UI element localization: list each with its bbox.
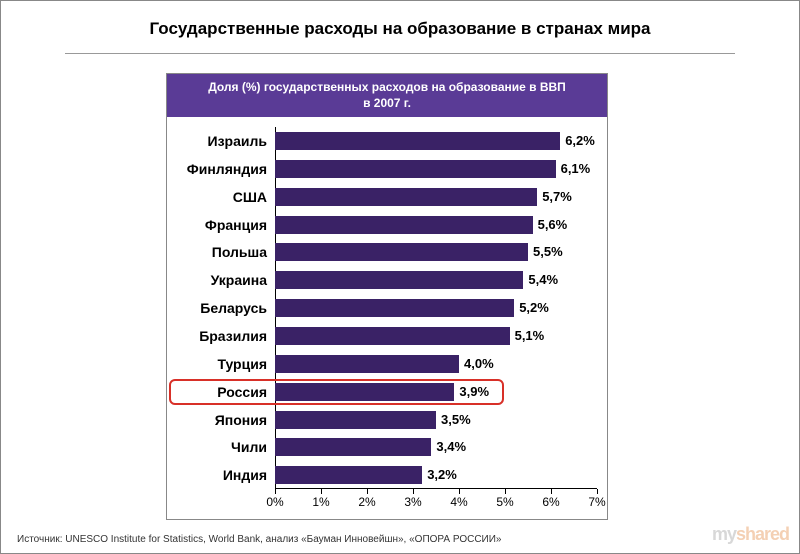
x-axis — [275, 488, 597, 489]
category-label: Россия — [217, 381, 267, 403]
category-label: США — [233, 186, 267, 208]
chart-plot-area: Израиль6,2% Финляндия6,1% США5,7% Франция5,… — [275, 127, 597, 489]
x-tick-label: 6% — [542, 495, 559, 509]
bar-row: Украина5,4% — [275, 269, 597, 291]
bar-row: Франция5,6% — [275, 214, 597, 236]
category-label: Беларусь — [200, 297, 267, 319]
value-label: 6,2% — [565, 130, 595, 152]
page-title: Государственные расходы на образование в… — [1, 1, 799, 39]
x-tick-label: 1% — [312, 495, 329, 509]
title-underline — [65, 53, 735, 54]
category-label: Турция — [217, 353, 267, 375]
bar-row: Польша5,5% — [275, 241, 597, 263]
value-label: 3,5% — [441, 409, 471, 431]
watermark: myshared — [712, 524, 789, 545]
bar — [275, 411, 436, 429]
bar-row: США5,7% — [275, 186, 597, 208]
category-label: Украина — [211, 269, 267, 291]
bar-row: Япония3,5% — [275, 409, 597, 431]
x-tick — [321, 489, 322, 494]
value-label: 3,2% — [427, 464, 457, 486]
x-tick — [505, 489, 506, 494]
bar-row: Израиль6,2% — [275, 130, 597, 152]
watermark-part-b: shared — [736, 524, 789, 544]
bar — [275, 299, 514, 317]
category-label: Финляндия — [187, 158, 267, 180]
bar-row: Бразилия5,1% — [275, 325, 597, 347]
value-label: 3,4% — [436, 436, 466, 458]
chart-header-line2: в 2007 г. — [177, 96, 597, 112]
education-spending-chart: Доля (%) государственных расходов на обр… — [166, 73, 608, 520]
bar — [275, 355, 459, 373]
x-tick-label: 5% — [496, 495, 513, 509]
value-label: 6,1% — [561, 158, 591, 180]
bar — [275, 132, 560, 150]
x-tick — [597, 489, 598, 494]
bar — [275, 438, 431, 456]
bar — [275, 216, 533, 234]
value-label: 5,5% — [533, 241, 563, 263]
bar — [275, 271, 523, 289]
bar — [275, 160, 556, 178]
x-tick — [367, 489, 368, 494]
value-label: 5,6% — [538, 214, 568, 236]
x-tick — [459, 489, 460, 494]
value-label: 5,4% — [528, 269, 558, 291]
category-label: Чили — [231, 436, 267, 458]
x-tick — [413, 489, 414, 494]
x-tick-label: 2% — [358, 495, 375, 509]
bar — [275, 383, 454, 401]
x-tick — [275, 489, 276, 494]
bar — [275, 243, 528, 261]
category-label: Франция — [205, 214, 267, 236]
value-label: 3,9% — [459, 381, 489, 403]
chart-plot: Израиль6,2%Финляндия6,1%США5,7%Франция5,… — [167, 119, 607, 519]
bar-row: Финляндия6,1% — [275, 158, 597, 180]
x-tick-label: 7% — [588, 495, 605, 509]
category-label: Польша — [212, 241, 267, 263]
x-tick — [551, 489, 552, 494]
chart-header-line1: Доля (%) государственных расходов на обр… — [208, 80, 566, 94]
bar — [275, 188, 537, 206]
chart-header: Доля (%) государственных расходов на обр… — [167, 74, 607, 119]
value-label: 5,2% — [519, 297, 549, 319]
category-label: Япония — [215, 409, 267, 431]
value-label: 4,0% — [464, 353, 494, 375]
bar — [275, 327, 510, 345]
bar-row: Чили3,4% — [275, 436, 597, 458]
category-label: Бразилия — [199, 325, 267, 347]
source-text: Источник: UNESCO Institute for Statistic… — [17, 534, 501, 545]
x-tick-label: 0% — [266, 495, 283, 509]
bar-row: Турция4,0% — [275, 353, 597, 375]
bar-row: Россия3,9% — [275, 381, 597, 403]
slide: Государственные расходы на образование в… — [0, 0, 800, 554]
value-label: 5,7% — [542, 186, 572, 208]
bar — [275, 466, 422, 484]
bar-row: Индия3,2% — [275, 464, 597, 486]
value-label: 5,1% — [515, 325, 545, 347]
x-tick-label: 3% — [404, 495, 421, 509]
x-tick-label: 4% — [450, 495, 467, 509]
category-label: Индия — [223, 464, 267, 486]
watermark-part-a: my — [712, 524, 736, 544]
bar-row: Беларусь5,2% — [275, 297, 597, 319]
category-label: Израиль — [208, 130, 267, 152]
